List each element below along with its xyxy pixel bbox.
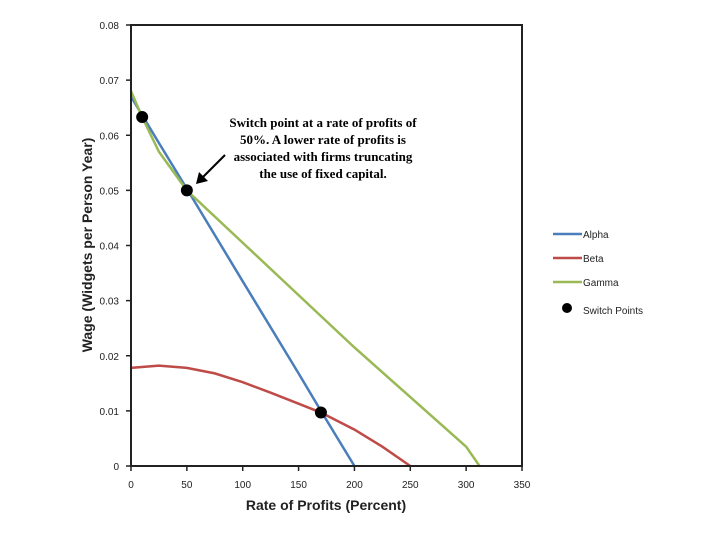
annotation: Switch point at a rate of profits of 50%… [196, 115, 417, 184]
legend-marker-switch-points [562, 303, 572, 313]
annotation-line: the use of fixed capital. [259, 166, 386, 181]
legend-label-alpha: Alpha [583, 230, 609, 241]
series-line-beta [130, 364, 411, 468]
legend: Alpha Beta Gamma Switch Points [553, 230, 643, 317]
y-tick-label: 0.01 [100, 407, 120, 418]
x-tick-label: 300 [458, 480, 475, 491]
x-tick-label: 200 [346, 480, 363, 491]
legend-label-gamma: Gamma [583, 278, 619, 289]
x-tick-label: 100 [234, 480, 251, 491]
series-line-gamma [129, 90, 481, 467]
y-tick-label: 0.02 [100, 352, 120, 363]
y-tick-label: 0.05 [100, 186, 120, 197]
y-tick-label: 0.04 [100, 242, 120, 253]
annotation-arrowhead [196, 172, 208, 184]
switch-point [136, 111, 149, 124]
y-tick-label: 0.08 [100, 21, 120, 32]
annotation-arrow [199, 154, 226, 181]
y-tick-label: 0 [113, 462, 119, 473]
switch-point [314, 406, 327, 419]
y-tick-label: 0.03 [100, 297, 120, 308]
y-tick-label: 0.07 [100, 76, 120, 87]
x-tick-label: 150 [290, 480, 307, 491]
legend-label-switch-points: Switch Points [583, 306, 643, 317]
annotation-line: 50%. A lower rate of profits is [240, 132, 406, 147]
x-tick-label: 350 [514, 480, 531, 491]
x-tick-label: 250 [402, 480, 419, 491]
y-tick-label: 0.06 [100, 131, 120, 142]
plot-frame [130, 24, 523, 467]
x-tick-label: 0 [128, 480, 134, 491]
x-tick-label: 50 [181, 480, 193, 491]
legend-label-beta: Beta [583, 254, 604, 265]
y-axis-label: Wage (Widgets per Person Year) [79, 138, 95, 353]
annotation-line: Switch point at a rate of profits of [229, 115, 417, 130]
switch-point [180, 184, 193, 197]
annotation-line: associated with firms truncating [234, 149, 413, 164]
x-axis-label: Rate of Profits (Percent) [246, 497, 406, 513]
